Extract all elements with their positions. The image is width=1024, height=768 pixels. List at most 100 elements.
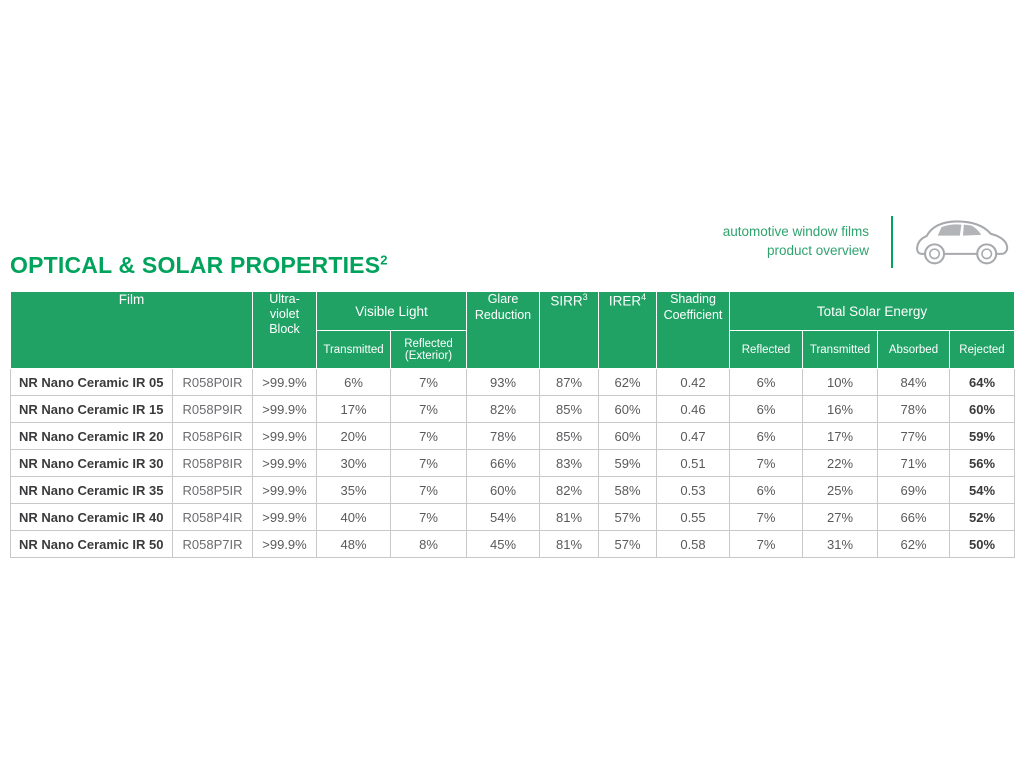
cell-uv-block: >99.9%	[252, 422, 317, 450]
cell-tse-reflected: 7%	[729, 530, 803, 558]
cell-vl-reflected: 7%	[390, 395, 467, 423]
cell-sirr: 83%	[539, 449, 599, 477]
cell-shading-coeff: 0.58	[656, 530, 730, 558]
cell-tse-rejected: 54%	[949, 476, 1015, 504]
cell-tse-transmitted: 16%	[802, 395, 878, 423]
cell-film-name: NR Nano Ceramic IR 20	[10, 422, 173, 450]
cell-vl-reflected: 7%	[390, 368, 467, 396]
col-header-vl-reflected-exterior: Reflected (Exterior)	[390, 330, 467, 369]
cell-glare-reduction: 66%	[466, 449, 540, 477]
page-title-text: OPTICAL & SOLAR PROPERTIES	[10, 252, 381, 278]
cell-vl-reflected: 7%	[390, 449, 467, 477]
cell-uv-block: >99.9%	[252, 476, 317, 504]
cell-shading-coeff: 0.42	[656, 368, 730, 396]
cell-tse-reflected: 7%	[729, 503, 803, 531]
cell-tse-reflected: 6%	[729, 476, 803, 504]
cell-shading-coeff: 0.46	[656, 395, 730, 423]
col-header-sirr: SIRR3	[539, 291, 599, 369]
cell-sirr: 82%	[539, 476, 599, 504]
col-header-tse-absorbed: Absorbed	[877, 330, 950, 369]
brand-line-2: product overview	[766, 243, 869, 258]
cell-irer: 57%	[598, 530, 657, 558]
cell-tse-absorbed: 62%	[877, 530, 950, 558]
cell-film-code: R058P7IR	[172, 530, 253, 558]
cell-film-code: R058P8IR	[172, 449, 253, 477]
cell-irer: 60%	[598, 422, 657, 450]
cell-tse-rejected: 59%	[949, 422, 1015, 450]
cell-uv-block: >99.9%	[252, 530, 317, 558]
cell-shading-coeff: 0.55	[656, 503, 730, 531]
cell-film-name: NR Nano Ceramic IR 30	[10, 449, 173, 477]
cell-tse-rejected: 50%	[949, 530, 1015, 558]
cell-sirr: 87%	[539, 368, 599, 396]
cell-film-code: R058P9IR	[172, 395, 253, 423]
cell-tse-transmitted: 17%	[802, 422, 878, 450]
table-row: NR Nano Ceramic IR 50 R058P7IR >99.9% 48…	[10, 530, 1015, 558]
cell-uv-block: >99.9%	[252, 503, 317, 531]
table-row: NR Nano Ceramic IR 40 R058P4IR >99.9% 40…	[10, 503, 1015, 531]
cell-shading-coeff: 0.47	[656, 422, 730, 450]
cell-glare-reduction: 60%	[466, 476, 540, 504]
cell-film-code: R058P4IR	[172, 503, 253, 531]
cell-film-name: NR Nano Ceramic IR 15	[10, 395, 173, 423]
cell-irer: 62%	[598, 368, 657, 396]
col-header-shading-coefficient: Shading Coefficient	[656, 291, 730, 369]
table-body: NR Nano Ceramic IR 05 R058P0IR >99.9% 6%…	[10, 368, 1015, 558]
brand-line-1: automotive window films	[722, 224, 869, 240]
col-header-irer: IRER4	[598, 291, 657, 369]
cell-tse-absorbed: 78%	[877, 395, 950, 423]
cell-film-code: R058P0IR	[172, 368, 253, 396]
cell-uv-block: >99.9%	[252, 368, 317, 396]
col-header-tse-reflected: Reflected	[729, 330, 803, 369]
col-header-uv-block: Ultra- violet Block	[252, 291, 317, 369]
cell-glare-reduction: 54%	[466, 503, 540, 531]
cell-glare-reduction: 93%	[466, 368, 540, 396]
cell-shading-coeff: 0.53	[656, 476, 730, 504]
cell-vl-reflected: 7%	[390, 476, 467, 504]
cell-sirr: 81%	[539, 503, 599, 531]
cell-sirr: 81%	[539, 530, 599, 558]
sirr-footnote-superscript: 3	[582, 292, 588, 302]
cell-tse-transmitted: 25%	[802, 476, 878, 504]
properties-table: Film Ultra- violet Block Visible Light G…	[10, 291, 1015, 558]
cell-vl-transmitted: 17%	[316, 395, 391, 423]
cell-film-name: NR Nano Ceramic IR 50	[10, 530, 173, 558]
cell-irer: 57%	[598, 503, 657, 531]
cell-tse-reflected: 6%	[729, 395, 803, 423]
cell-tse-absorbed: 84%	[877, 368, 950, 396]
cell-tse-rejected: 52%	[949, 503, 1015, 531]
brand-text: automotive window films product overview	[723, 223, 869, 261]
table-row: NR Nano Ceramic IR 35 R058P5IR >99.9% 35…	[10, 476, 1015, 504]
cell-tse-absorbed: 66%	[877, 503, 950, 531]
cell-vl-transmitted: 6%	[316, 368, 391, 396]
cell-film-code: R058P5IR	[172, 476, 253, 504]
cell-tse-transmitted: 10%	[802, 368, 878, 396]
brand-divider	[891, 216, 893, 268]
table-row: NR Nano Ceramic IR 30 R058P8IR >99.9% 30…	[10, 449, 1015, 477]
cell-tse-reflected: 6%	[729, 422, 803, 450]
cell-film-name: NR Nano Ceramic IR 35	[10, 476, 173, 504]
cell-irer: 59%	[598, 449, 657, 477]
cell-vl-reflected: 8%	[390, 530, 467, 558]
brand-header: automotive window films product overview	[723, 214, 1012, 270]
cell-vl-transmitted: 20%	[316, 422, 391, 450]
cell-tse-reflected: 6%	[729, 368, 803, 396]
car-icon	[914, 214, 1012, 270]
cell-tse-transmitted: 27%	[802, 503, 878, 531]
cell-tse-reflected: 7%	[729, 449, 803, 477]
cell-tse-transmitted: 22%	[802, 449, 878, 477]
cell-glare-reduction: 45%	[466, 530, 540, 558]
cell-tse-rejected: 64%	[949, 368, 1015, 396]
cell-sirr: 85%	[539, 422, 599, 450]
cell-film-code: R058P6IR	[172, 422, 253, 450]
table-row: NR Nano Ceramic IR 20 R058P6IR >99.9% 20…	[10, 422, 1015, 450]
cell-uv-block: >99.9%	[252, 395, 317, 423]
cell-glare-reduction: 82%	[466, 395, 540, 423]
cell-vl-transmitted: 30%	[316, 449, 391, 477]
cell-tse-rejected: 60%	[949, 395, 1015, 423]
cell-tse-absorbed: 77%	[877, 422, 950, 450]
cell-film-name: NR Nano Ceramic IR 05	[10, 368, 173, 396]
cell-vl-transmitted: 35%	[316, 476, 391, 504]
col-header-film: Film	[10, 291, 253, 369]
cell-film-name: NR Nano Ceramic IR 40	[10, 503, 173, 531]
